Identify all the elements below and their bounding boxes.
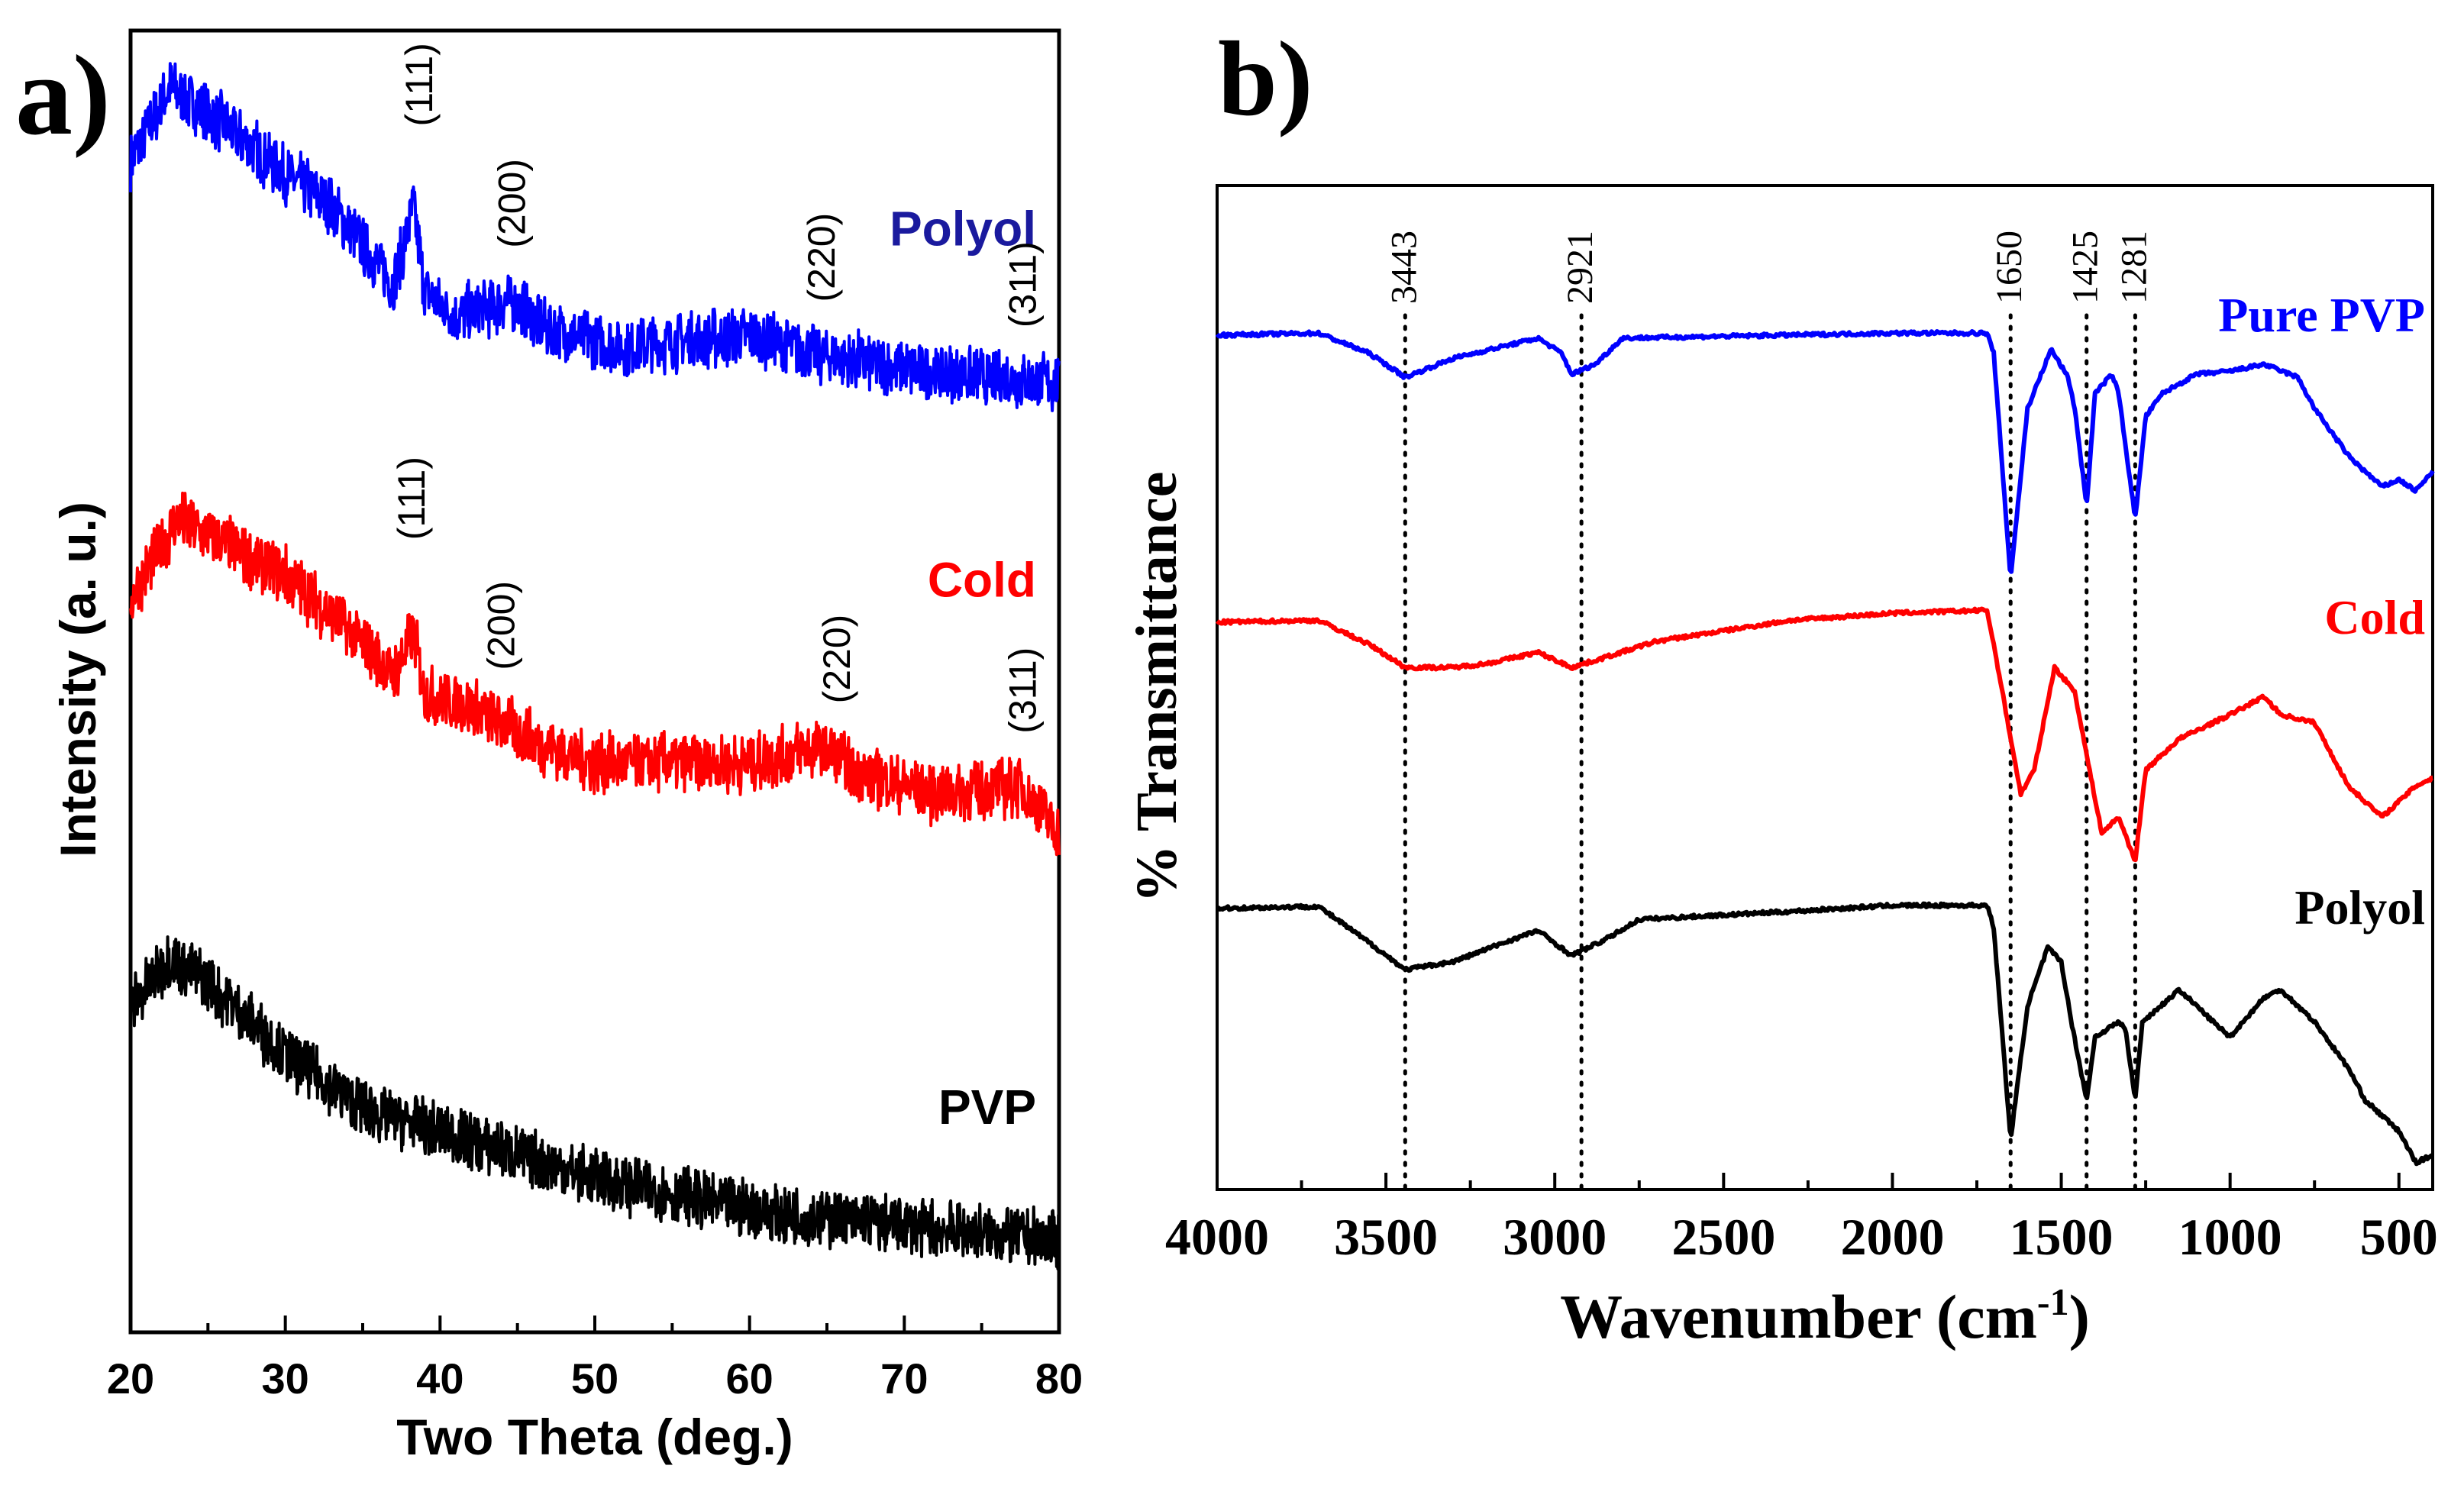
peak-label: (111) <box>390 457 433 540</box>
series-line-cold <box>131 493 1059 855</box>
x-tick-label: 2000 <box>1840 1208 1944 1266</box>
panel-b-label: b) <box>1218 20 1313 138</box>
x-tick-label: 3000 <box>1503 1208 1607 1266</box>
series-line-pure-pvp <box>1217 331 2433 572</box>
series-label-cold: Cold <box>928 553 1036 608</box>
peak-label: (220) <box>800 213 843 302</box>
x-tick-label: 2500 <box>1671 1208 1775 1266</box>
reference-line-label: 2921 <box>1560 231 1600 304</box>
series-line-cold <box>1217 609 2433 860</box>
x-tick-label: 3500 <box>1334 1208 1438 1266</box>
x-tick-label: 1000 <box>2178 1208 2282 1266</box>
peak-label: (200) <box>480 581 522 670</box>
x-tick-label: 40 <box>416 1354 463 1403</box>
series-line-polyol <box>1217 904 2433 1164</box>
panel-a-label: a) <box>15 32 111 159</box>
panel-b-x-axis-label: Wavenumber (cm-1) <box>1560 1280 2090 1351</box>
x-tick-label: 20 <box>107 1354 154 1403</box>
reference-line-label: 1650 <box>1989 231 2030 304</box>
x-tick-label: 1500 <box>2010 1208 2114 1266</box>
peak-label: (311) <box>1001 241 1044 328</box>
series-label-pvp: PVP <box>938 1080 1036 1135</box>
series-label-polyol: Polyol <box>2294 880 2425 935</box>
x-tick-label: 60 <box>726 1354 773 1403</box>
reference-line-label: 1281 <box>2114 231 2154 304</box>
reference-line-label: 1425 <box>2065 231 2106 304</box>
peak-label: (311) <box>1001 647 1044 734</box>
panel-b-ftir: b) Wavenumber (cm-1) % Transmittance 400… <box>1125 20 2438 1351</box>
peak-label: (111) <box>398 43 441 126</box>
peak-label: (220) <box>815 615 858 704</box>
panel-a-xrd: a) Two Theta (deg.) Intensity (a. u.) 20… <box>15 31 1083 1465</box>
x-tick-label: 30 <box>262 1354 309 1403</box>
x-tick-label: 4000 <box>1165 1208 1269 1266</box>
x-tick-label: 80 <box>1035 1354 1083 1403</box>
panel-a-x-axis-label: Two Theta (deg.) <box>396 1409 793 1465</box>
series-line-pvp <box>131 937 1059 1269</box>
figure: a) Two Theta (deg.) Intensity (a. u.) 20… <box>0 0 2464 1485</box>
peak-label: (200) <box>491 159 534 248</box>
series-label-pure-pvp: Pure PVP <box>2218 288 2425 342</box>
panel-b-y-axis-label: % Transmittance <box>1125 471 1189 902</box>
x-tick-label: 500 <box>2360 1208 2438 1266</box>
x-tick-label: 70 <box>880 1354 928 1403</box>
series-label-cold: Cold <box>2324 590 2425 644</box>
panel-a-y-axis-label: Intensity (a. u.) <box>50 502 106 857</box>
x-tick-label: 50 <box>571 1354 618 1403</box>
reference-line-label: 3443 <box>1384 231 1424 304</box>
